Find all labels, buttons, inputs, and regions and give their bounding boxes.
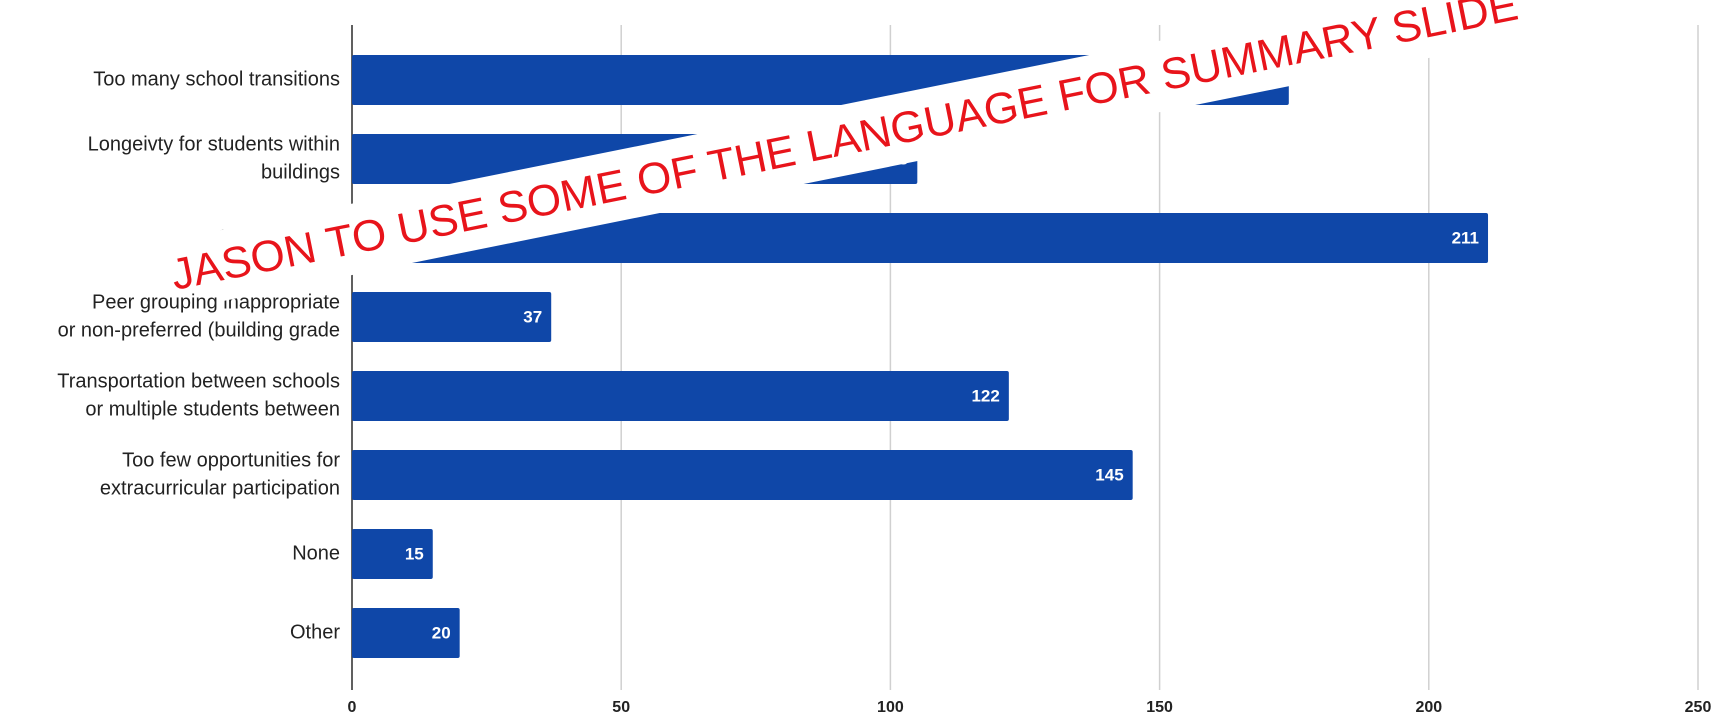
y-tick-label: or non-preferred (building grade (58, 319, 340, 341)
bar (352, 608, 460, 658)
bar (352, 292, 552, 342)
x-tick-label: 0 (348, 699, 357, 716)
y-tick-label: Transportation between schools (57, 370, 340, 392)
x-tick-label: 100 (877, 699, 904, 716)
value-label: 37 (523, 307, 542, 326)
bar (352, 213, 1489, 263)
value-label: 145 (1095, 465, 1123, 484)
y-tick-label: Too few opportunities for (122, 449, 340, 471)
value-label: 20 (432, 623, 451, 642)
bar (352, 529, 433, 579)
y-tick-label: Too many school transitions (93, 68, 340, 90)
value-label: 211 (1452, 228, 1479, 247)
value-label: 15 (405, 544, 424, 563)
x-tick-label: 50 (612, 699, 630, 716)
y-tick-label: or multiple students between (85, 398, 340, 420)
x-tick-label: 150 (1146, 699, 1173, 716)
y-tick-label: Longeivty for students within (88, 133, 340, 155)
value-label: 122 (971, 386, 999, 405)
y-tick-label: Peer grouping inappropriate (92, 291, 340, 313)
y-tick-label: extracurricular participation (100, 477, 340, 499)
banner-background (210, 0, 1479, 301)
y-tick-label: Other (290, 621, 340, 643)
y-tick-label: None (292, 542, 340, 564)
bar (352, 371, 1009, 421)
x-tick-label: 250 (1685, 699, 1712, 716)
bar (352, 450, 1133, 500)
x-tick-label: 200 (1415, 699, 1442, 716)
y-tick-label: buildings (261, 161, 340, 183)
